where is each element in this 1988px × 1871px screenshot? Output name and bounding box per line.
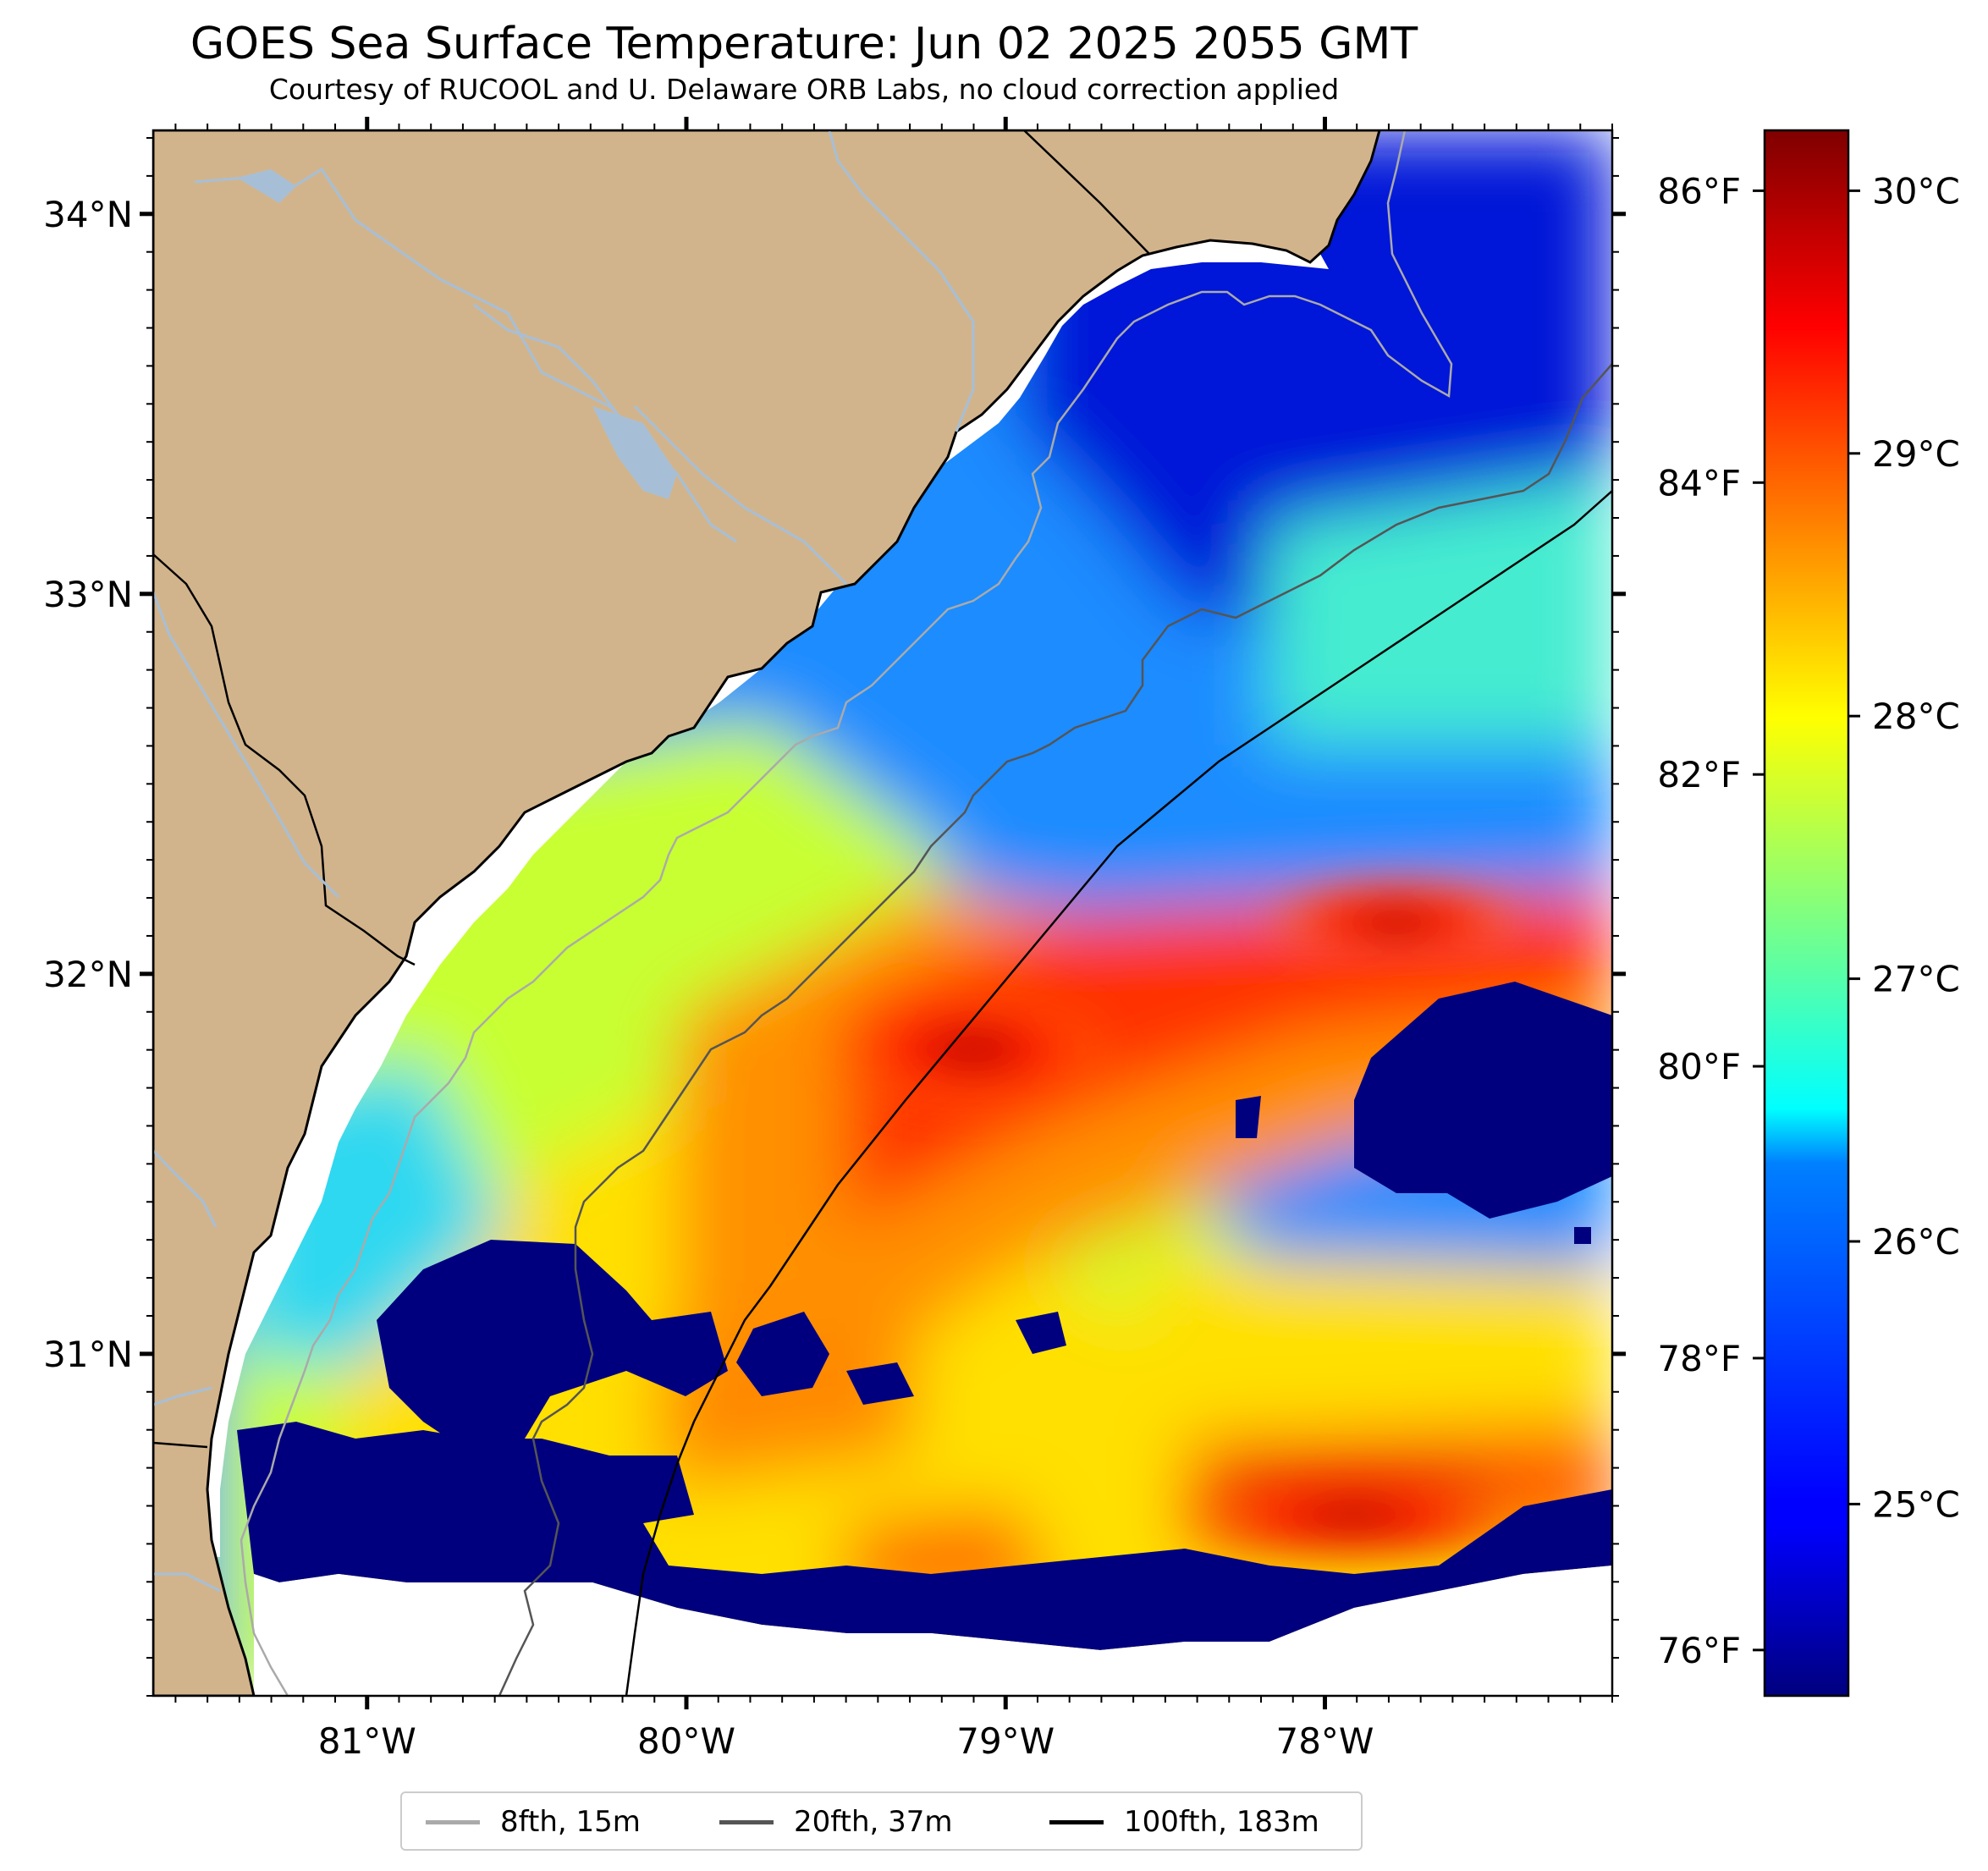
- legend-swatch: [719, 1819, 774, 1824]
- fahrenheit-tick-label: 84°F: [1657, 462, 1741, 504]
- legend-item-100fth: 100fth, 183m: [1049, 1803, 1319, 1841]
- legend-swatch: [1049, 1819, 1104, 1824]
- lon-tick-label: 81°W: [318, 1720, 416, 1762]
- contour-20fth: [498, 363, 1612, 1696]
- legend-item-20fth: 20fth, 37m: [719, 1803, 953, 1841]
- reservoir: [237, 169, 296, 203]
- contour-8fth: [240, 130, 1453, 1696]
- lon-tick-label: 79°W: [956, 1720, 1055, 1762]
- legend-swatch: [426, 1819, 480, 1824]
- map-frame: [151, 129, 1614, 1698]
- lat-tick-label: 34°N: [43, 194, 133, 235]
- map-subtitle: Courtesy of RUCOOL and U. Delaware ORB L…: [268, 73, 1340, 106]
- celsius-tick-label: 30°C: [1872, 170, 1960, 212]
- legend-label: 20fth, 37m: [794, 1805, 953, 1839]
- sst-map-area: [153, 130, 1612, 1696]
- fahrenheit-tick-label: 76°F: [1657, 1630, 1741, 1671]
- celsius-tick-label: 29°C: [1872, 433, 1960, 475]
- legend-label: 8fth, 15m: [500, 1805, 641, 1839]
- celsius-tick-label: 26°C: [1872, 1221, 1960, 1263]
- colorbar: 25°C 26°C 27°C 28°C 29°C 30°C 76°F 78°F 80°F 82°…: [1657, 129, 1960, 1698]
- fahrenheit-tick-label: 82°F: [1657, 754, 1741, 795]
- map-axes: 81°W 80°W 79°W 78°W 34°N 33°N 32°N 31°N: [43, 117, 1626, 1762]
- fahrenheit-tick-label: 80°F: [1657, 1046, 1741, 1087]
- colorbar-fahrenheit-ticks: 76°F 78°F 80°F 82°F 84°F 86°F: [1657, 170, 1765, 1671]
- colorbar-celsius-ticks: 25°C 26°C 27°C 28°C 29°C 30°C: [1848, 170, 1960, 1525]
- lat-tick-label: 33°N: [43, 574, 133, 615]
- bathymetry-contours: [240, 130, 1612, 1696]
- lat-tick-label: 32°N: [43, 954, 133, 995]
- state-borders: [153, 130, 1150, 1449]
- land-area: [153, 130, 1381, 1696]
- contour-100fth: [625, 490, 1612, 1696]
- bathymetry-legend: 8fth, 15m 20fth, 37m 100fth, 183m: [400, 1791, 1363, 1851]
- legend-label: 100fth, 183m: [1124, 1805, 1319, 1839]
- celsius-tick-label: 27°C: [1872, 959, 1960, 1000]
- map-title: GOES Sea Surface Temperature: Jun 02 202…: [190, 19, 1418, 69]
- celsius-tick-label: 25°C: [1872, 1483, 1960, 1525]
- fahrenheit-tick-label: 78°F: [1657, 1338, 1741, 1379]
- reservoir: [592, 406, 677, 499]
- colorbar-gradient: [1765, 130, 1848, 1696]
- celsius-tick-label: 28°C: [1872, 696, 1960, 737]
- fahrenheit-tick-label: 86°F: [1657, 170, 1741, 212]
- legend-item-8fth: 8fth, 15m: [426, 1803, 641, 1841]
- lon-tick-label: 78°W: [1275, 1720, 1374, 1762]
- lon-tick-label: 80°W: [637, 1720, 735, 1762]
- colorbar-frame: [1763, 129, 1850, 1698]
- lat-tick-label: 31°N: [43, 1334, 133, 1375]
